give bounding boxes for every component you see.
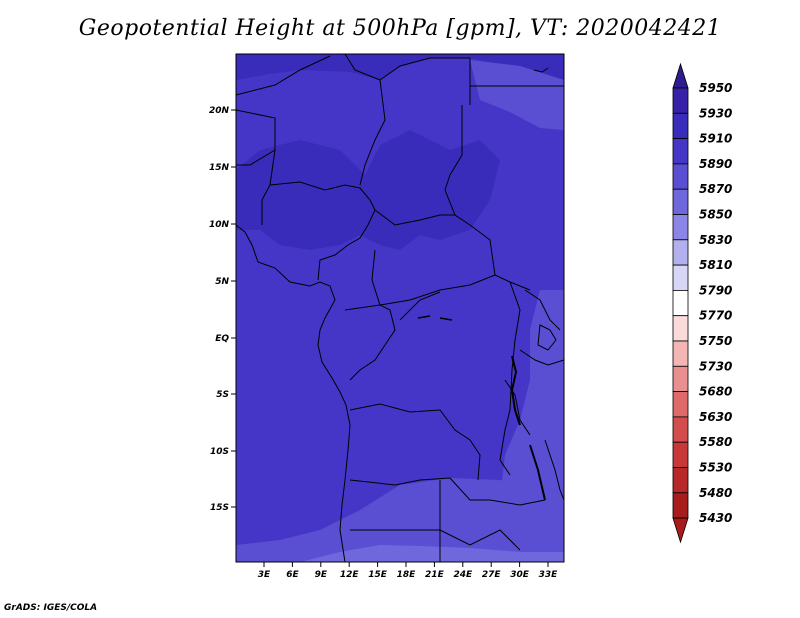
lon-tick-label: 27E: [482, 570, 502, 580]
lat-tick-label: EQ: [215, 334, 229, 344]
colorbar-swatch: [672, 467, 689, 494]
colorbar-swatch: [672, 340, 689, 367]
lat-tick-label: 5N: [215, 277, 229, 287]
colorbar-label: 5530: [699, 461, 732, 475]
lake-victoria: [537, 324, 557, 351]
colorbar-label: 5950: [699, 81, 732, 95]
lat-tick-label: 15S: [210, 503, 229, 513]
colorbar-label: 5850: [699, 208, 732, 222]
lon-tick-label: 9E: [315, 570, 328, 580]
border-algeria-mali: [235, 55, 331, 96]
map-title: Geopotential Height at 500hPa [gpm], VT:…: [78, 16, 722, 41]
colorbar-label: 5870: [699, 182, 732, 196]
colorbar-swatch: [672, 112, 689, 140]
border-drc-north: [399, 291, 441, 321]
colorbar-label: 5750: [699, 334, 732, 348]
colorbar-label: 5790: [699, 283, 732, 297]
lon-tick-label: 3E: [258, 570, 271, 580]
colorbar-bottom-arrow: [672, 517, 689, 544]
colorbar-label: 5630: [699, 410, 732, 424]
border-niger-west: [344, 53, 386, 186]
lon-tick-label: 30E: [510, 570, 530, 580]
lon-tick-label: 15E: [368, 570, 388, 580]
colorbar-top-arrow: [672, 62, 689, 89]
border-car: [371, 249, 496, 306]
colorbar-label: 5680: [699, 385, 732, 399]
colorbar-label: 5770: [699, 309, 732, 323]
border-zambia: [449, 477, 546, 506]
colorbar-swatch: [672, 416, 689, 443]
field-5910-center: [236, 130, 500, 250]
colorbar-swatch: [672, 441, 689, 468]
colorbar-swatch: [672, 214, 689, 241]
colorbar-swatch: [672, 239, 689, 266]
colorbar-swatch: [672, 391, 689, 418]
border-drc-angola: [349, 403, 481, 481]
map-frame: [235, 53, 565, 563]
coast-sinai: [533, 67, 549, 73]
lat-tick-label: 10S: [210, 447, 229, 457]
height-field: [236, 54, 564, 562]
colorbar-label: 5930: [699, 106, 732, 120]
field-5870-south: [236, 478, 564, 562]
lake-tanganyika: [510, 355, 521, 426]
border-mozambique: [544, 439, 565, 501]
colorbar-swatch: [672, 188, 689, 215]
border-niger-nigeria: [269, 181, 376, 211]
border-tanzania: [504, 379, 531, 436]
field-5870-northeast: [470, 60, 564, 130]
lake-malawi: [529, 444, 546, 501]
border-botswana: [350, 529, 521, 551]
lon-tick-label: 12E: [340, 570, 360, 580]
colorbar-swatch: [672, 365, 689, 392]
colorbar-label: 5830: [699, 233, 732, 247]
longitude-axis: 3E 6E 9E 12E 15E 18E 21E 24E 27E 30E 33E: [258, 562, 558, 580]
lat-tick-label: 20N: [209, 106, 230, 116]
border-libya: [379, 57, 471, 105]
lon-tick-label: 24E: [453, 570, 473, 580]
colorbar-swatch: [672, 264, 689, 291]
colorbar-swatch: [672, 289, 689, 317]
colorbar-swatch: [672, 87, 689, 114]
colorbar-label: 5730: [699, 359, 732, 373]
latitude-axis: 20N 15N 10N 5N EQ 5S 10S 15S: [209, 106, 236, 513]
colorbar-label: 5480: [699, 486, 732, 500]
colorbar-label: 5810: [699, 258, 732, 272]
colorbar-label: 5580: [699, 435, 732, 449]
river-congo: [417, 315, 453, 321]
lon-tick-label: 33E: [539, 570, 559, 580]
colorbar-label: 5890: [699, 157, 732, 171]
border-angola-namibia: [349, 477, 451, 486]
coastline-west: [235, 224, 351, 563]
border-kenya-tz: [519, 349, 565, 366]
colorbar-swatch: [672, 138, 689, 165]
border-nigeria-cameroon: [317, 209, 376, 281]
border-chad-car: [374, 209, 455, 226]
colorbar-label: 5430: [699, 511, 732, 525]
country-borders: [235, 53, 565, 563]
lat-tick-label: 15N: [209, 163, 230, 173]
border-mali-south: [261, 149, 276, 225]
colorbar: 5950 5930 5910 5890 5870 5850 5830 5810 5790 5770…: [672, 62, 732, 544]
colorbar-swatch: [672, 492, 689, 519]
border-congo-gabon: [344, 304, 396, 381]
lon-tick-label: 6E: [286, 570, 299, 580]
lon-tick-label: 18E: [397, 570, 417, 580]
colorbar-swatch: [672, 163, 689, 190]
lon-tick-label: 21E: [425, 570, 445, 580]
border-uganda-kenya: [524, 289, 561, 331]
footer-credit: GrADS: IGES/COLA: [4, 603, 98, 613]
colorbar-swatch: [672, 315, 689, 342]
lat-tick-label: 5S: [216, 390, 229, 400]
lat-tick-label: 10N: [209, 220, 230, 230]
colorbar-label: 5910: [699, 132, 732, 146]
field-5850-south: [300, 545, 564, 562]
border-chad-sudan: [444, 105, 531, 291]
